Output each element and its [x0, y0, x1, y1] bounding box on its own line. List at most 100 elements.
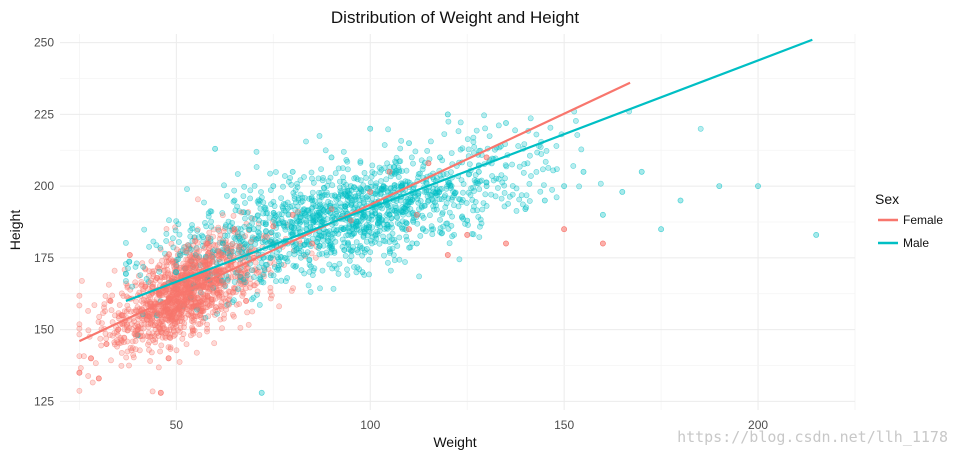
- point-female: [157, 348, 163, 355]
- point-female: [155, 364, 162, 371]
- point-male: [256, 275, 263, 282]
- point-male: [309, 197, 315, 204]
- point-male: [578, 146, 585, 153]
- point-male: [125, 265, 131, 272]
- point-male: [278, 195, 284, 201]
- point-male: [272, 169, 279, 175]
- point-male: [697, 125, 704, 132]
- point-female: [154, 275, 160, 281]
- point-female: [167, 344, 174, 351]
- point-male: [281, 223, 288, 230]
- point-female: [76, 321, 83, 328]
- point-male: [305, 282, 312, 289]
- point-male: [208, 218, 214, 225]
- point-male: [297, 177, 304, 183]
- point-male: [360, 232, 367, 239]
- point-female: [123, 354, 130, 361]
- point-male: [330, 226, 337, 233]
- point-male: [347, 183, 354, 189]
- point-female: [163, 226, 170, 232]
- point-female: [97, 335, 104, 342]
- point-male: [232, 235, 239, 242]
- point-female: [150, 283, 156, 290]
- point-male: [262, 204, 269, 211]
- point-male: [417, 232, 424, 239]
- point-male: [379, 205, 385, 212]
- point-male: [329, 182, 336, 189]
- point-female: [172, 298, 178, 305]
- point-male: [262, 221, 269, 228]
- point-female: [197, 292, 204, 299]
- point-male: [448, 150, 455, 156]
- point-male: [451, 190, 458, 196]
- point-male: [221, 182, 227, 189]
- point-male: [140, 263, 147, 270]
- point-male: [463, 200, 470, 206]
- point-male: [263, 227, 269, 234]
- point-male: [427, 138, 434, 145]
- point-male: [439, 209, 446, 216]
- point-female: [124, 302, 131, 309]
- point-male: [359, 245, 365, 252]
- point-male: [380, 233, 386, 240]
- point-female: [142, 283, 149, 290]
- point-male: [402, 259, 408, 265]
- point-male: [391, 184, 398, 191]
- point-male: [404, 202, 410, 209]
- point-female: [102, 293, 109, 299]
- point-male: [163, 238, 170, 244]
- point-male: [146, 243, 152, 250]
- point-male: [376, 240, 383, 247]
- point-male: [317, 285, 323, 292]
- point-male: [335, 230, 342, 237]
- point-male: [288, 181, 295, 188]
- point-female: [155, 290, 162, 297]
- point-male: [259, 219, 266, 226]
- point-male: [307, 288, 314, 295]
- point-male: [465, 222, 471, 228]
- point-male: [333, 265, 340, 272]
- point-female: [119, 312, 125, 319]
- point-male: [376, 164, 383, 171]
- point-male: [413, 240, 420, 247]
- point-male: [323, 189, 330, 196]
- point-female: [158, 342, 165, 349]
- point-female: [413, 211, 420, 218]
- point-male: [340, 183, 347, 190]
- point-male: [570, 163, 577, 169]
- point-male: [473, 127, 480, 134]
- point-male: [386, 233, 393, 240]
- point-male: [342, 203, 349, 210]
- point-male: [506, 193, 513, 200]
- x-tick-label: 100: [360, 418, 380, 432]
- point-male: [515, 143, 522, 149]
- point-male: [377, 189, 384, 196]
- point-male: [344, 266, 350, 273]
- point-male: [488, 191, 494, 198]
- point-female: [160, 263, 167, 270]
- point-male: [351, 175, 358, 182]
- point-male: [528, 173, 534, 179]
- point-male: [493, 175, 500, 182]
- point-male: [499, 179, 506, 186]
- point-female: [98, 342, 105, 349]
- point-male: [385, 126, 391, 133]
- point-male: [537, 144, 544, 150]
- point-male: [229, 248, 236, 255]
- point-female: [186, 277, 193, 284]
- point-female: [189, 326, 196, 333]
- point-male: [359, 269, 366, 276]
- point-female: [231, 226, 238, 233]
- point-female: [185, 312, 192, 318]
- point-female: [219, 252, 226, 258]
- point-female: [76, 369, 83, 376]
- point-male: [428, 226, 435, 233]
- point-male: [222, 223, 229, 230]
- point-female: [108, 357, 114, 364]
- point-female: [111, 339, 118, 346]
- point-male: [533, 131, 540, 138]
- point-female: [79, 277, 85, 284]
- point-male: [177, 252, 184, 259]
- point-female: [264, 234, 270, 240]
- point-male: [470, 134, 477, 141]
